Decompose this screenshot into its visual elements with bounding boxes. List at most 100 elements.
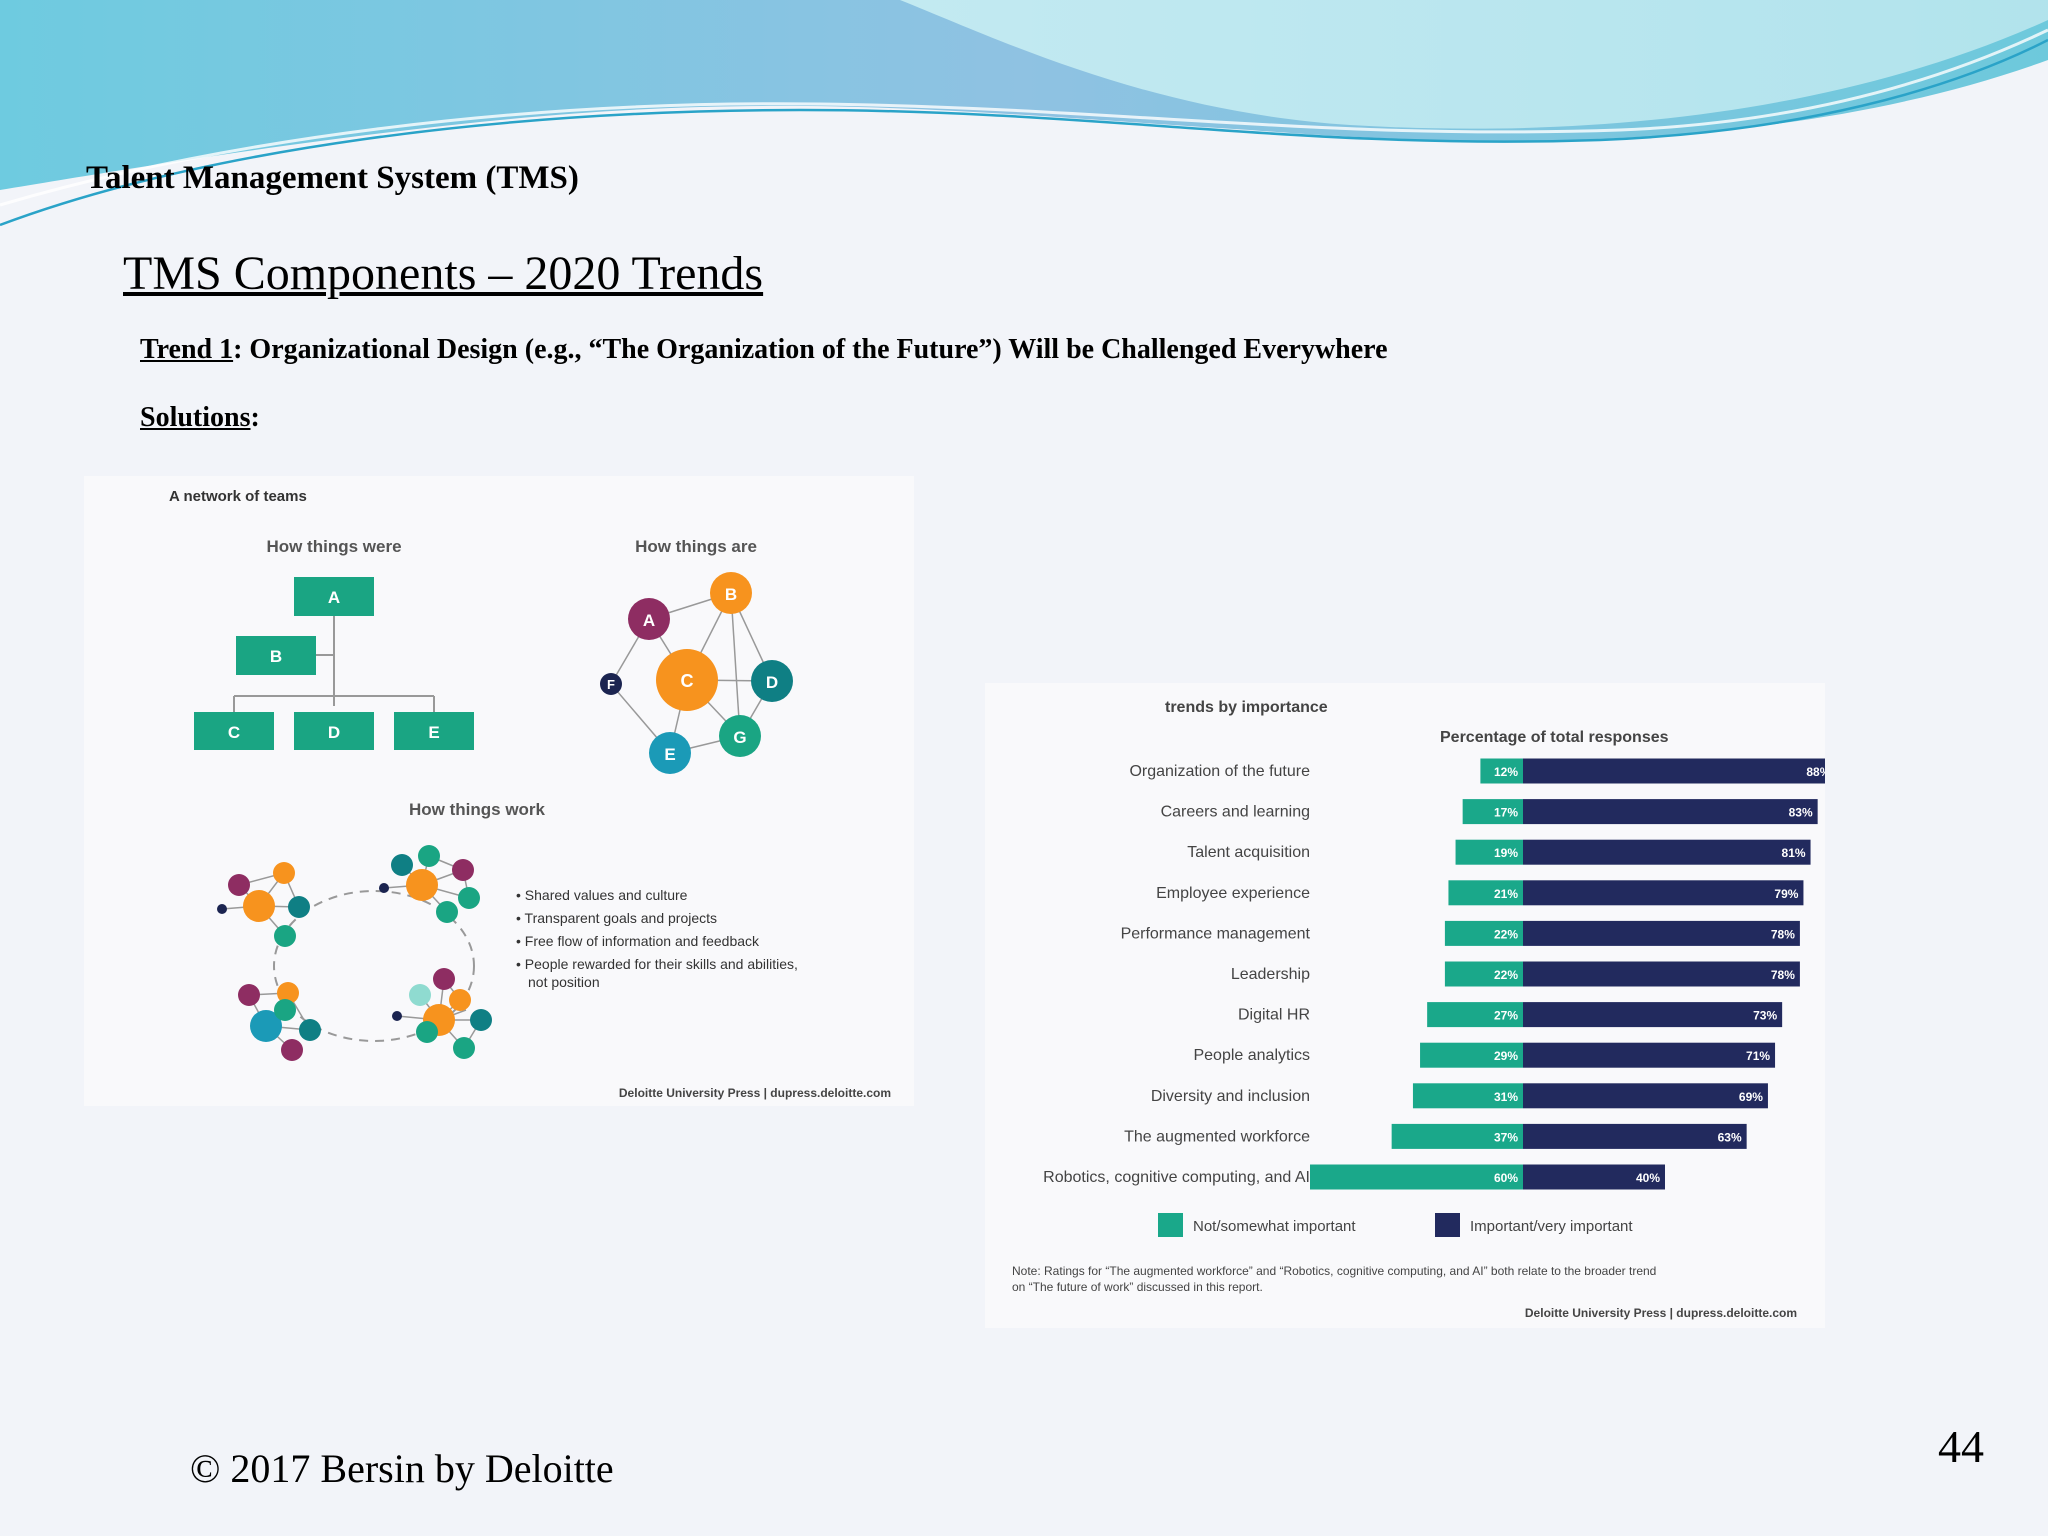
solutions-text: Solutions [140, 402, 251, 433]
solutions-label: Solutions: [140, 402, 260, 434]
data-label: 78% [1771, 927, 1795, 941]
trends-chart: trends by importance Percentage of total… [985, 683, 1825, 1328]
figure-title: A network of teams [169, 488, 307, 505]
svg-text:A: A [643, 611, 655, 630]
solutions-colon: : [250, 402, 260, 433]
team-cluster [217, 862, 310, 947]
network-node-g: G [719, 715, 761, 757]
work-heading: How things work [409, 800, 546, 819]
bar-important [1523, 1002, 1783, 1028]
chart-subtitle: Percentage of total responses [1440, 729, 1669, 746]
chart-note-line: Note: Ratings for “The augmented workfor… [1012, 1264, 1656, 1278]
network-node-b: B [710, 572, 752, 614]
category-label: Robotics, cognitive computing, and AI [1043, 1169, 1310, 1186]
team-clusters [217, 845, 492, 1061]
bullet-item: • People rewarded for their skills and a… [516, 956, 798, 972]
data-label: 63% [1718, 1130, 1742, 1144]
data-label: 31% [1494, 1090, 1518, 1104]
svg-text:B: B [270, 647, 282, 666]
bar-not-important [1480, 758, 1523, 784]
legend-label-important: Important/very important [1470, 1218, 1633, 1235]
trend-text: : Organizational Design (e.g., “The Orga… [233, 334, 1388, 365]
trend-line: Trend 1: Organizational Design (e.g., “T… [140, 334, 1388, 366]
team-cluster [392, 968, 492, 1059]
chart-source: Deloitte University Press | dupress.delo… [1525, 1306, 1797, 1320]
bar-important [1523, 758, 1825, 784]
copyright-footer: © 2017 Bersin by Deloitte [190, 1446, 614, 1491]
bullet-item: • Shared values and culture [516, 887, 688, 903]
category-label: Performance management [1121, 925, 1311, 942]
category-label: Talent acquisition [1187, 844, 1310, 861]
org-node-b: B [236, 636, 316, 675]
category-label: Digital HR [1238, 1007, 1310, 1024]
data-label: 29% [1494, 1049, 1518, 1063]
data-label: 81% [1782, 846, 1806, 860]
network-node-a: A [628, 598, 670, 640]
bar-not-important [1455, 839, 1523, 865]
svg-text:B: B [725, 585, 737, 604]
slide-label: Talent Management System (TMS) [86, 160, 579, 196]
data-label: 19% [1494, 846, 1518, 860]
data-label: 27% [1494, 1009, 1518, 1023]
bar-important [1523, 880, 1804, 906]
data-label: 79% [1774, 887, 1798, 901]
chart-bars: Organization of the future 12% 88% Careers … [1043, 758, 1825, 1190]
legend-swatch-not-important [1158, 1213, 1183, 1237]
svg-text:G: G [733, 728, 746, 747]
data-label: 21% [1494, 887, 1518, 901]
bar-important [1523, 799, 1818, 825]
svg-text:A: A [328, 588, 340, 607]
legend-label-not-important: Not/somewhat important [1193, 1218, 1356, 1235]
bar-important [1523, 1083, 1768, 1109]
org-node-a: A [294, 577, 374, 616]
data-label: 22% [1494, 927, 1518, 941]
team-cluster [379, 845, 480, 923]
data-label: 22% [1494, 968, 1518, 982]
data-label: 78% [1771, 968, 1795, 982]
chart-legend: Not/somewhat important Important/very im… [1158, 1213, 1633, 1237]
network-graph: A B C D E F G [600, 572, 793, 774]
network-node-c: C [656, 649, 718, 711]
slide-title: TMS Components – 2020 Trends [123, 247, 764, 300]
bar-important [1523, 961, 1800, 987]
data-label: 17% [1494, 806, 1518, 820]
org-node-c: C [194, 712, 274, 750]
data-label: 71% [1746, 1049, 1770, 1063]
svg-text:D: D [766, 673, 778, 692]
org-node-e: E [394, 712, 474, 750]
header-wave-decoration [0, 0, 2048, 227]
data-label: 69% [1739, 1090, 1763, 1104]
data-label: 60% [1494, 1171, 1518, 1185]
bullet-item: • Transparent goals and projects [516, 910, 717, 926]
bar-not-important [1420, 1042, 1523, 1068]
bar-not-important [1444, 961, 1523, 987]
legend-swatch-important [1435, 1213, 1460, 1237]
network-node-e: E [649, 732, 691, 774]
svg-text:C: C [681, 671, 694, 691]
bar-not-important [1391, 1123, 1523, 1149]
data-label: 12% [1494, 765, 1518, 779]
chart-title: trends by importance [1165, 699, 1328, 716]
category-label: Diversity and inclusion [1151, 1088, 1310, 1105]
bar-not-important [1462, 799, 1523, 825]
data-label: 40% [1636, 1171, 1660, 1185]
org-chart: A B C D E [194, 577, 474, 750]
category-label: Careers and learning [1161, 804, 1310, 821]
bar-important [1523, 920, 1800, 946]
bar-important [1523, 1123, 1747, 1149]
bar-not-important [1412, 1083, 1523, 1109]
page-number: 44 [1938, 1421, 1984, 1472]
figure-source: Deloitte University Press | dupress.delo… [619, 1086, 891, 1100]
svg-text:D: D [328, 723, 340, 742]
network-of-teams-figure: A network of teams How things were How t… [84, 476, 914, 1106]
bullet-item: not position [528, 974, 600, 990]
data-label: 37% [1494, 1130, 1518, 1144]
svg-text:C: C [228, 723, 240, 742]
category-label: Organization of the future [1129, 763, 1310, 780]
team-cluster [238, 982, 321, 1061]
bar-important [1523, 839, 1811, 865]
category-label: The augmented workforce [1124, 1128, 1310, 1145]
category-label: Leadership [1231, 966, 1310, 983]
bullet-item: • Free flow of information and feedback [516, 933, 760, 949]
chart-note-line: on “The future of work” discussed in thi… [1012, 1280, 1263, 1294]
